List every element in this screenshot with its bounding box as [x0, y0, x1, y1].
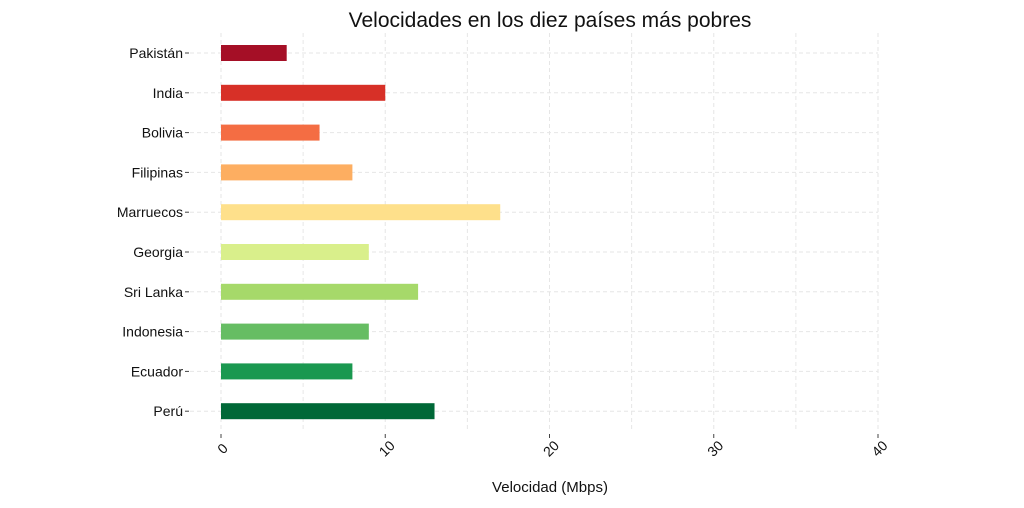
chart-title: Velocidades en los diez países más pobre… — [349, 9, 752, 32]
bars — [221, 45, 501, 420]
category-label: Filipinas — [132, 164, 183, 180]
category-label: Perú — [153, 403, 183, 419]
category-label: Bolivia — [142, 125, 183, 141]
category-label: Georgia — [133, 244, 183, 260]
bar — [221, 403, 435, 420]
category-label: Ecuador — [131, 363, 183, 379]
bar — [221, 124, 320, 141]
category-label: Sri Lanka — [124, 284, 183, 300]
x-axis: 0 10 20 30 40 — [214, 434, 891, 460]
bar — [221, 283, 419, 300]
category-label: Pakistán — [129, 45, 183, 61]
bar — [221, 84, 386, 101]
bar — [221, 164, 353, 181]
bar — [221, 363, 353, 380]
y-axis: Pakistán India Bolivia Filipinas Marruecos Ge… — [117, 45, 189, 419]
category-label: Indonesia — [122, 324, 183, 340]
x-tick-label: 10 — [376, 437, 398, 459]
category-label: India — [153, 85, 184, 101]
bar — [221, 244, 369, 260]
x-tick-label: 0 — [214, 440, 231, 457]
bar — [221, 323, 369, 340]
x-tick-label: 40 — [868, 437, 890, 459]
x-axis-title: Velocidad (Mbps) — [492, 479, 608, 496]
bar — [221, 204, 501, 221]
bar — [221, 45, 287, 61]
x-tick-label: 30 — [704, 437, 726, 459]
x-tick-label: 20 — [540, 437, 562, 459]
category-label: Marruecos — [117, 204, 183, 220]
